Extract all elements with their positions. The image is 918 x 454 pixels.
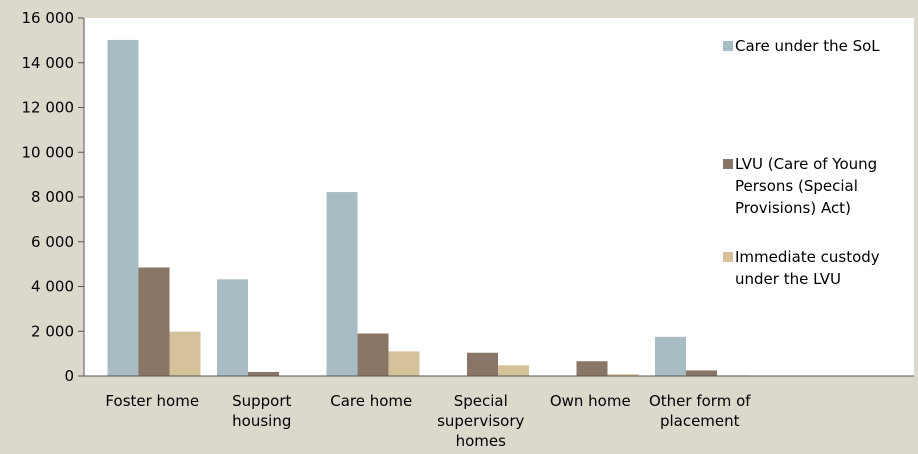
x-category-label-line: Other form of	[649, 392, 751, 410]
legend-immediate-custody-label: Immediate custody under the LVU	[735, 248, 880, 288]
bars	[107, 39, 748, 377]
bar-care-under-sol	[217, 279, 248, 376]
x-category-label-line: Foster home	[105, 392, 199, 410]
y-tick-label: 0	[64, 367, 74, 385]
bar-lvu	[248, 371, 279, 376]
x-category-label: Foster home	[105, 392, 199, 410]
bar-care-under-sol	[655, 336, 686, 376]
x-category-label-line: Special	[454, 392, 508, 410]
y-tick-label: 14 000	[22, 54, 75, 72]
x-category-label-line: supervisory	[437, 412, 524, 430]
x-category-label-line: Support	[232, 392, 291, 410]
y-tick-label: 8 000	[31, 188, 74, 206]
y-tick-label: 10 000	[22, 143, 75, 161]
legend-care-under-sol-label: Care under the SoL	[735, 37, 880, 55]
x-category-label: Support housing	[232, 392, 291, 430]
legend-label-line: LVU (Care of Young	[735, 155, 877, 173]
legend-care-under-sol-swatch	[723, 41, 733, 51]
bar-immediate-custody	[388, 351, 420, 376]
bar-lvu	[357, 333, 389, 376]
bar-immediate-custody	[498, 365, 529, 376]
bar-lvu	[576, 361, 608, 376]
x-axis-labels: Foster home Support housing Care home Specia…	[105, 392, 751, 450]
x-category-label: Care home	[330, 392, 412, 410]
legend-label-line: Persons (Special	[735, 177, 858, 195]
bar-immediate-custody	[169, 331, 201, 376]
bar-immediate-custody	[607, 374, 639, 376]
x-category-label-line: Care home	[330, 392, 412, 410]
x-category-label: Special supervisory homes	[437, 392, 524, 450]
y-tick-label: 2 000	[31, 322, 74, 340]
y-tick-label: 6 000	[31, 233, 74, 251]
bar-care-under-sol	[326, 192, 358, 376]
plot-area	[84, 18, 914, 376]
x-category-label: Own home	[550, 392, 631, 410]
legend-label-line: Care under the SoL	[735, 37, 880, 55]
x-category-label-line: placement	[660, 412, 740, 430]
x-category-label: Other form of placement	[649, 392, 751, 430]
legend-label-line: Provisions) Act)	[735, 199, 851, 217]
y-axis-ticks: 0 2 000 4 000 6 000 8 000 10 000 12 000 14 000 1…	[22, 9, 84, 385]
legend-label-line: Immediate custody	[735, 248, 880, 266]
y-tick-label: 12 000	[22, 99, 75, 117]
legend: Care under the SoL LVU (Care of Young Pers…	[723, 37, 880, 288]
bar-care-under-sol	[107, 39, 139, 377]
bar-lvu	[686, 370, 717, 376]
legend-lvu-label: LVU (Care of Young Persons (Special Provis…	[735, 155, 877, 217]
y-tick-label: 16 000	[22, 9, 75, 27]
x-category-label-line: housing	[232, 412, 291, 430]
x-category-label-line: Own home	[550, 392, 631, 410]
bar-lvu	[467, 352, 498, 376]
bar-lvu	[138, 267, 170, 376]
y-tick-label: 4 000	[31, 278, 74, 296]
x-category-label-line: homes	[456, 432, 507, 450]
legend-immediate-custody-swatch	[723, 252, 733, 262]
legend-lvu-swatch	[723, 159, 733, 169]
legend-label-line: under the LVU	[735, 270, 841, 288]
